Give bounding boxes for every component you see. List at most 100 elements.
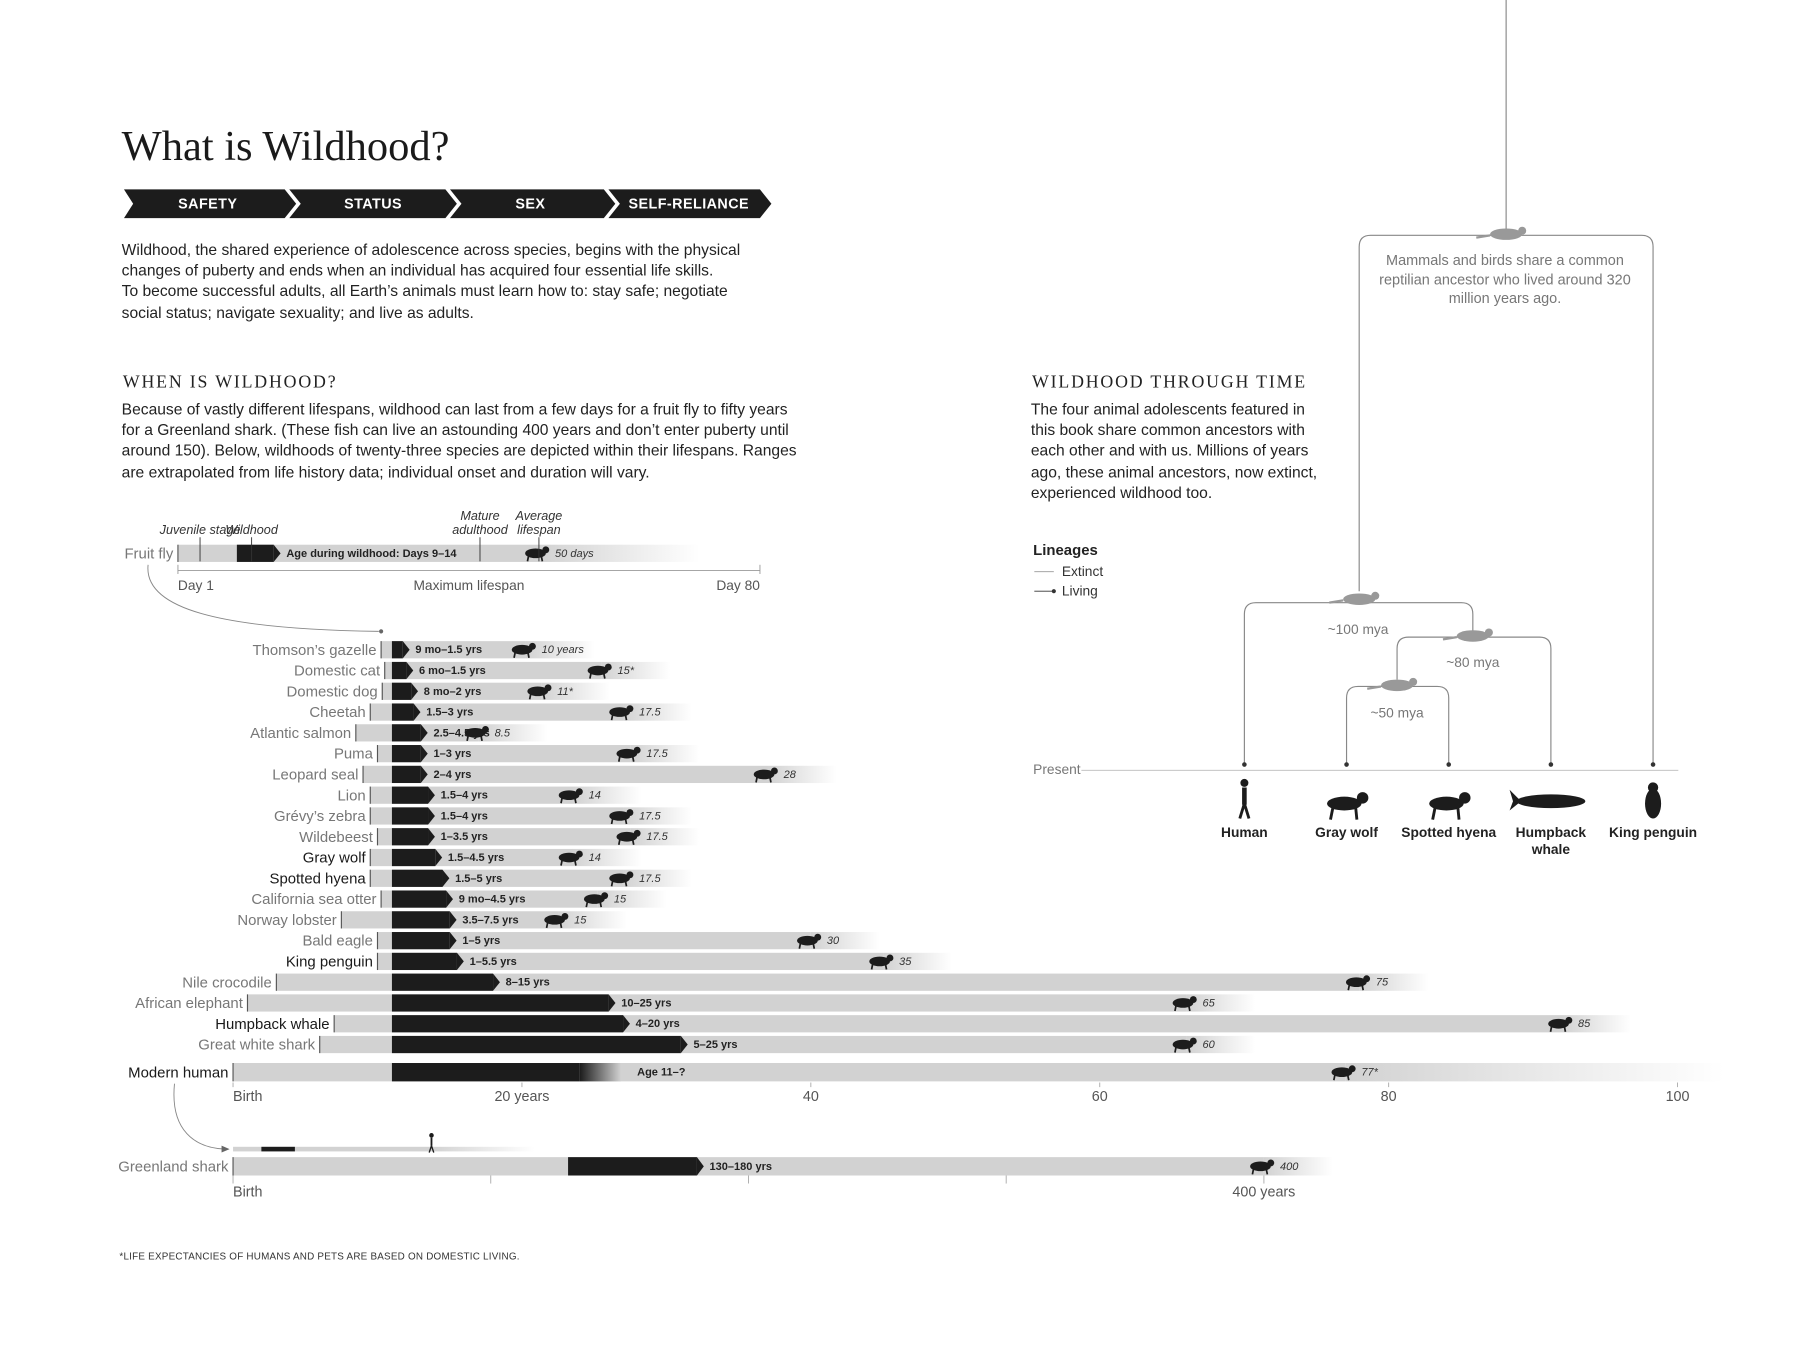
icon-body <box>544 915 565 925</box>
wildhood-tip <box>493 973 500 991</box>
lifespan-fade <box>597 890 667 908</box>
living-end <box>1548 762 1554 767</box>
icon-tail <box>1509 789 1522 811</box>
intro-box: Wildhood, the shared experience of adole… <box>122 241 740 321</box>
icon-leg <box>1174 1046 1177 1053</box>
wildhood-tip <box>680 1035 688 1054</box>
animal-label: Gray wolf <box>1315 824 1378 841</box>
icon-leg <box>527 651 530 658</box>
wildhood-tip <box>420 765 428 784</box>
wildhood-tip <box>449 932 457 950</box>
icon-leg <box>617 755 621 762</box>
icon-head <box>814 933 822 941</box>
lifespan-bar <box>377 828 631 846</box>
icon-tail <box>1442 635 1457 641</box>
icon-body <box>558 852 580 863</box>
lifespan-bar <box>384 661 602 680</box>
lifespan-bar <box>247 994 1187 1012</box>
icon-head <box>1348 1065 1356 1073</box>
lifespan-label: 14 <box>589 852 601 864</box>
range-label: 1–3 yrs <box>433 748 471 760</box>
row-label: Bald eagle <box>302 933 372 950</box>
lifespan-icon <box>609 871 634 887</box>
x-tick-label: Day 1 <box>178 578 214 593</box>
lifespan-icon <box>1172 1037 1197 1053</box>
animal-icon <box>1429 792 1471 820</box>
lifespan-icon <box>1172 996 1197 1012</box>
annotation-label: Wildhood <box>225 523 278 538</box>
x-tick-label: 40 <box>803 1089 819 1105</box>
range-label: 8 mo–2 yrs <box>424 686 482 698</box>
icon-leg <box>589 672 592 679</box>
wildhood-bar <box>391 641 403 659</box>
icon-leg <box>1238 803 1246 819</box>
icon-head <box>429 1133 434 1138</box>
lifespan-bar <box>381 641 526 659</box>
legend-label: Living <box>1062 583 1098 598</box>
row-label: Great white shark <box>198 1037 315 1054</box>
lifespan-icon <box>1250 1159 1275 1175</box>
icon-body <box>1380 679 1414 692</box>
page-title: What is Wildhood? <box>122 123 450 170</box>
wildhood-tip <box>420 724 428 742</box>
icon-leg <box>542 693 546 700</box>
animal-label-box: Spotted hyena <box>1401 824 1496 840</box>
lifespan-fade <box>478 724 548 742</box>
range-label: 10–25 yrs <box>621 997 671 1009</box>
icon-head <box>575 850 583 858</box>
lifespan-icon <box>527 684 552 700</box>
icon-head <box>626 809 634 816</box>
row-label: Domestic cat <box>294 663 381 680</box>
icon-head <box>575 788 583 796</box>
pillar-shape <box>289 189 457 219</box>
icon-leg <box>602 672 606 679</box>
lifespan-label: 11* <box>557 686 573 698</box>
wildhood-tip <box>428 828 435 846</box>
wildhood-tip <box>449 911 457 929</box>
range-label: 1.5–4.5 yrs <box>448 852 504 864</box>
icon-head <box>1240 778 1249 787</box>
lifespan-bar <box>370 703 624 721</box>
lifespan-icon <box>584 892 609 908</box>
lifespan-label: 15* <box>617 665 634 677</box>
row-label: Cheetah <box>309 704 365 721</box>
range-label: 2.5–4.5 yrs <box>433 727 489 739</box>
icon-leg <box>624 714 628 721</box>
lifespan-fade <box>572 848 642 867</box>
icon-tail <box>1329 599 1344 604</box>
animal-label-box: Humpback whale <box>1516 824 1586 857</box>
ancestor-icon <box>1329 591 1380 605</box>
animal-icon <box>1509 789 1586 811</box>
x-axis-label: Maximum lifespan <box>413 578 524 593</box>
lifespan-fade <box>558 911 627 929</box>
connector <box>147 564 379 632</box>
ancestor-icon <box>1442 628 1493 642</box>
wildhood-bar <box>391 1015 624 1033</box>
lifespan-fade <box>630 745 700 763</box>
icon-body <box>587 665 609 676</box>
lifespan-label: 15 <box>574 914 587 926</box>
range-label: 1–5.5 yrs <box>470 956 517 968</box>
legend-title: Lineages <box>1033 542 1098 559</box>
icon-leg <box>560 859 564 866</box>
lifespan-bar <box>233 1157 1264 1176</box>
icon-head <box>561 912 569 920</box>
row-label: Grévy’s zebra <box>274 808 366 825</box>
icon-leg <box>631 838 635 845</box>
section-heading: WILDHOOD THROUGH TIME <box>1032 371 1307 391</box>
wildhood-bar <box>391 703 414 721</box>
x-tick-label: Birth <box>233 1089 262 1105</box>
icon-leg <box>1187 1046 1191 1053</box>
icon-leg <box>1354 808 1359 820</box>
row-label: King penguin <box>286 954 373 971</box>
lifespan-label: 77* <box>1361 1067 1378 1079</box>
icon-leg <box>624 818 628 825</box>
range-label: 3.5–7.5 yrs <box>462 914 518 926</box>
lifespan-fade <box>572 786 642 804</box>
icon-body <box>1548 1018 1569 1029</box>
lifespan-bar <box>370 807 624 825</box>
icon-head <box>604 663 612 671</box>
animal-label-box: King penguin <box>1609 824 1697 840</box>
lifespan-label: 28 <box>783 769 797 781</box>
